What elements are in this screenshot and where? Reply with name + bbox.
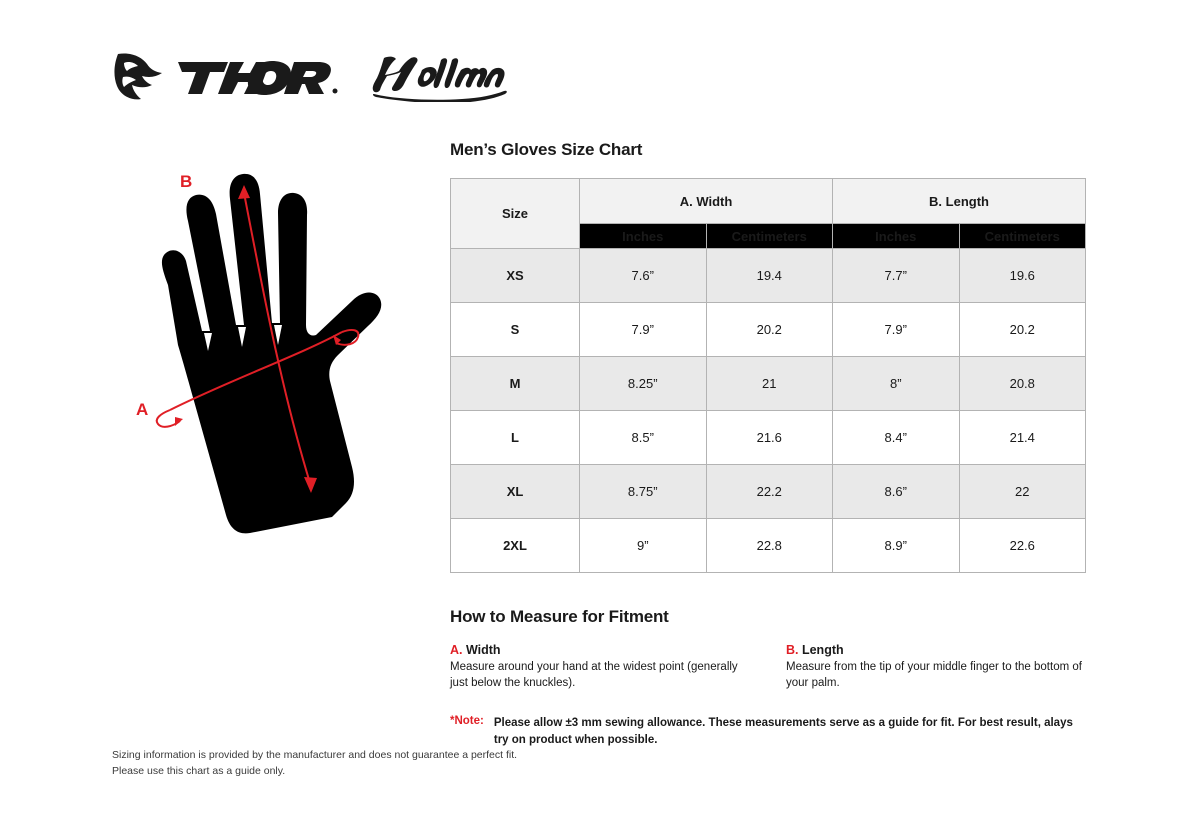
measure-item-key: A. <box>450 643 463 657</box>
measure-item-description: Measure from the tip of your middle fing… <box>786 661 1082 689</box>
cell-size: S <box>450 302 580 357</box>
cell-length-in: 7.7” <box>832 248 960 303</box>
table-row: M 8.25” 21 8” 20.8 <box>450 356 1086 411</box>
cell-size: XL <box>450 464 580 519</box>
hand-silhouette <box>161 173 382 534</box>
measure-item-key: B. <box>786 643 799 657</box>
cell-length-cm: 22 <box>958 464 1086 519</box>
hand-measurement-diagram: A B <box>120 165 430 550</box>
cell-length-in: 8.9” <box>832 518 960 573</box>
cell-size: L <box>450 410 580 465</box>
table-row: XL 8.75” 22.2 8.6” 22 <box>450 464 1086 519</box>
length-arrow-icon <box>238 185 317 493</box>
measure-item-name: Length <box>798 643 844 657</box>
column-header-length-inches: Inches <box>832 223 960 249</box>
table-row: L 8.5” 21.6 8.4” 21.4 <box>450 410 1086 465</box>
cell-width-cm: 22.8 <box>705 518 833 573</box>
table-row: 2XL 9” 22.8 8.9” 22.6 <box>450 518 1086 573</box>
cell-size: 2XL <box>450 518 580 573</box>
note-label: *Note: <box>450 715 484 728</box>
measure-item-width: A. Width Measure around your hand at the… <box>450 643 750 691</box>
measure-item-label: B. Length <box>786 643 1086 657</box>
cell-length-in: 8.4” <box>832 410 960 465</box>
table-header: Size A. Width B. Length Inches Centimete… <box>450 178 1086 249</box>
cell-length-cm: 20.8 <box>958 356 1086 411</box>
hand-diagram-svg: A B <box>136 172 382 534</box>
footer-disclaimer: Sizing information is provided by the ma… <box>112 748 517 780</box>
cell-width-in: 8.75” <box>579 464 707 519</box>
cell-length-cm: 22.6 <box>958 518 1086 573</box>
measure-item-length: B. Length Measure from the tip of your m… <box>786 643 1086 691</box>
cell-length-cm: 21.4 <box>958 410 1086 465</box>
cell-width-in: 9” <box>579 518 707 573</box>
thor-wordmark <box>178 61 338 95</box>
cell-size: M <box>450 356 580 411</box>
table-row: XS 7.6” 19.4 7.7” 19.6 <box>450 248 1086 303</box>
brand-header <box>112 50 510 102</box>
column-header-size: Size <box>450 178 580 249</box>
table-header-row-groups: Size A. Width B. Length <box>450 178 1086 249</box>
size-chart-table: Size A. Width B. Length Inches Centimete… <box>450 178 1086 573</box>
cell-width-in: 7.9” <box>579 302 707 357</box>
label-a: A <box>136 400 148 419</box>
cell-width-cm: 22.2 <box>705 464 833 519</box>
how-to-measure-section: How to Measure for Fitment A. Width Meas… <box>450 607 1086 691</box>
cell-width-cm: 20.2 <box>705 302 833 357</box>
cell-width-cm: 21 <box>705 356 833 411</box>
note-text: Please allow ±3 mm sewing allowance. The… <box>493 717 1073 746</box>
how-to-measure-columns: A. Width Measure around your hand at the… <box>450 643 1086 691</box>
measure-item-name: Width <box>462 643 501 657</box>
cell-width-in: 8.5” <box>579 410 707 465</box>
cell-length-in: 8.6” <box>832 464 960 519</box>
footer-line-2: Please use this chart as a guide only. <box>112 764 286 777</box>
column-group-width: A. Width <box>579 178 833 224</box>
cell-width-in: 8.25” <box>579 356 707 411</box>
page-title: Men’s Gloves Size Chart <box>450 140 643 159</box>
note-section: *Note: Please allow ±3 mm sewing allowan… <box>450 715 1086 748</box>
cell-length-cm: 19.6 <box>958 248 1086 303</box>
measure-item-label: A. Width <box>450 643 750 657</box>
cell-size: XS <box>450 248 580 303</box>
thor-logo <box>112 50 342 102</box>
column-header-length-centimeters: Centimeters <box>958 223 1086 249</box>
how-to-measure-title: How to Measure for Fitment <box>450 607 669 626</box>
hallman-logo <box>372 56 507 102</box>
cell-length-cm: 20.2 <box>958 302 1086 357</box>
cell-width-cm: 19.4 <box>705 248 833 303</box>
width-arc-arrow-icon <box>155 328 360 428</box>
column-header-width-inches: Inches <box>579 223 707 249</box>
cell-width-in: 7.6” <box>579 248 707 303</box>
measure-item-description: Measure around your hand at the widest p… <box>450 661 738 689</box>
cell-length-in: 8” <box>832 356 960 411</box>
column-group-length: B. Length <box>832 178 1086 224</box>
table-row: S 7.9” 20.2 7.9” 20.2 <box>450 302 1086 357</box>
label-b: B <box>180 172 192 191</box>
size-chart-content: Men’s Gloves Size Chart Size A. Width B.… <box>450 140 1086 748</box>
cell-width-cm: 21.6 <box>705 410 833 465</box>
footer-line-1: Sizing information is provided by the ma… <box>112 749 518 761</box>
table-body: XS 7.6” 19.4 7.7” 19.6 S 7.9” 20.2 7.9” … <box>450 248 1086 573</box>
thor-helmet-icon <box>114 53 162 100</box>
column-header-width-centimeters: Centimeters <box>705 223 833 249</box>
cell-length-in: 7.9” <box>832 302 960 357</box>
